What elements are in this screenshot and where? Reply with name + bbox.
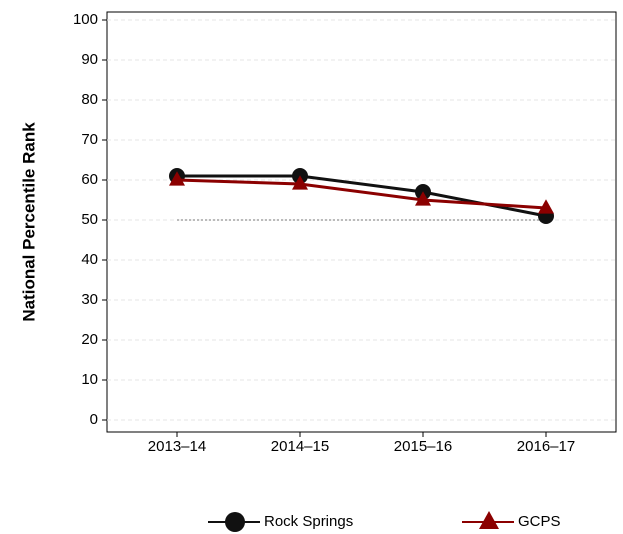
x-tick-label: 2015–16	[394, 438, 452, 455]
marker	[538, 199, 554, 214]
legend-label: Rock Springs	[264, 513, 353, 530]
y-tick-label: 50	[81, 211, 98, 228]
plot-frame	[106, 11, 617, 433]
marker	[169, 171, 185, 186]
y-tick-label: 70	[81, 131, 98, 148]
y-tick-label: 30	[81, 291, 98, 308]
x-tick-label: 2016–17	[517, 438, 575, 455]
x-tick-label: 2014–15	[271, 438, 329, 455]
y-tick-label: 90	[81, 51, 98, 68]
y-tick-label: 0	[90, 411, 98, 428]
x-tick-label: 2013–14	[148, 438, 206, 455]
y-tick-label: 80	[81, 91, 98, 108]
y-tick-label: 10	[81, 371, 98, 388]
y-tick-label: 100	[73, 11, 98, 28]
legend-label: GCPS	[518, 513, 561, 530]
y-tick-label: 20	[81, 331, 98, 348]
marker	[415, 191, 431, 206]
series-line	[176, 178, 547, 210]
marker	[479, 511, 499, 529]
marker	[225, 512, 245, 532]
y-axis-title: National Percentile Rank	[19, 122, 38, 322]
y-tick-label: 60	[81, 171, 98, 188]
marker	[292, 175, 308, 190]
y-tick-label: 40	[81, 251, 98, 268]
